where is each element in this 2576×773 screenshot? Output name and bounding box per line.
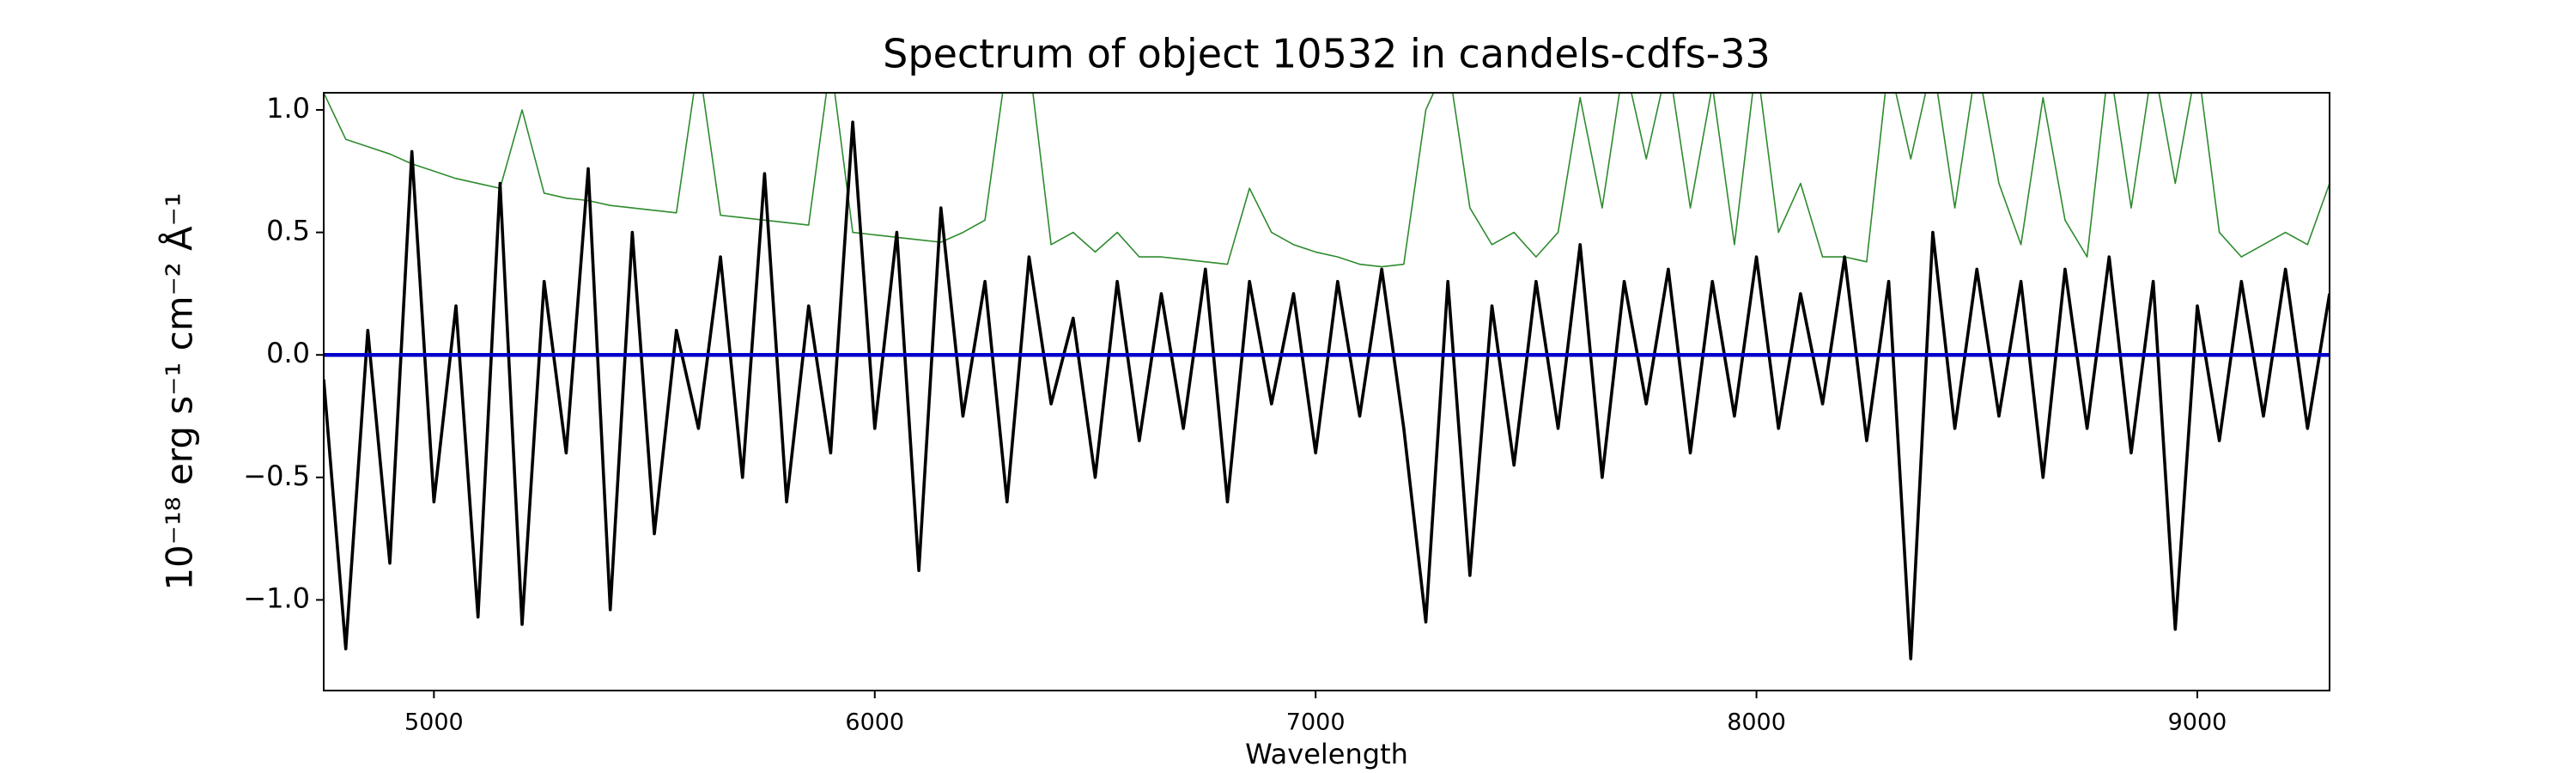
spectrum-line <box>324 120 2330 660</box>
y-tick-label: 0.0 <box>266 337 310 369</box>
plot-frame <box>323 92 2330 691</box>
y-tick-label: −0.5 <box>243 460 310 492</box>
y-tick-label: 1.0 <box>266 92 310 125</box>
plot-area <box>324 93 2330 660</box>
x-tick-label: 5000 <box>404 709 464 736</box>
x-tick-label: 9000 <box>2168 709 2227 736</box>
spectrum-line <box>324 93 2330 268</box>
y-tick-label: 0.5 <box>266 215 310 247</box>
x-axis-label: Wavelength <box>1245 738 1408 770</box>
y-tick-label: −1.0 <box>243 581 310 614</box>
x-tick-label: 8000 <box>1727 709 1786 736</box>
x-tick-label: 7000 <box>1286 709 1346 736</box>
x-tick-label: 6000 <box>845 709 904 736</box>
chart-title: Spectrum of object 10532 in candels-cdfs… <box>883 31 1771 77</box>
y-axis-label: 10⁻¹⁸ erg s⁻¹ cm⁻² Å⁻¹ <box>158 192 201 590</box>
